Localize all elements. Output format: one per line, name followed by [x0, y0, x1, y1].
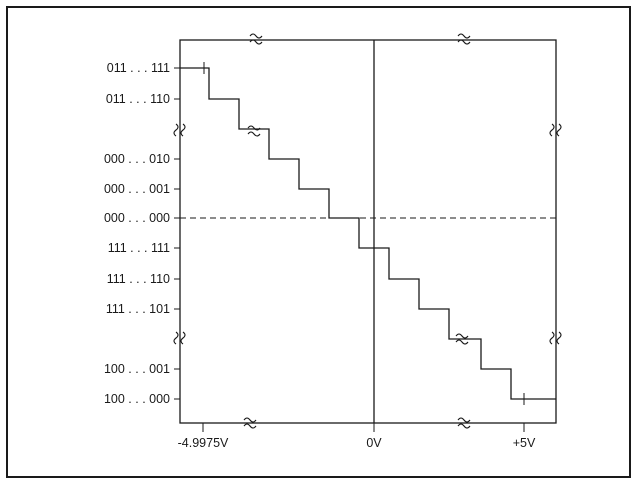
code-label: 000 . . . 010	[104, 152, 170, 166]
code-label: 100 . . . 000	[104, 392, 170, 406]
plot-box	[179, 39, 557, 424]
code-label: 011 . . . 110	[106, 92, 170, 106]
code-label: 000 . . . 000	[104, 211, 170, 225]
code-label: 100 . . . 001	[104, 362, 170, 376]
break-left-lower-icon	[173, 331, 186, 345]
break-top-left-icon	[249, 33, 263, 45]
break-bottom-left-icon	[243, 417, 257, 429]
code-label: 111 . . . 101	[106, 302, 170, 316]
code-label: 000 . . . 001	[104, 182, 170, 196]
y-axis-ticks	[174, 67, 180, 400]
code-label: 111 . . . 110	[107, 272, 170, 286]
break-left-upper-icon	[173, 123, 186, 137]
break-step-right-icon	[455, 333, 469, 345]
code-label: 111 . . . 111	[108, 241, 170, 255]
break-bottom-right-icon	[457, 417, 471, 429]
y-axis-code-labels: 011 . . . 111 011 . . . 110 000 . . . 01…	[104, 61, 170, 406]
break-right-upper-icon	[549, 123, 562, 137]
x-axis-voltage-labels: -4.9975V 0V +5V	[178, 436, 536, 450]
code-label: 011 . . . 111	[107, 61, 170, 75]
break-step-left-icon	[247, 125, 261, 137]
staircase-transfer-function	[180, 67, 556, 400]
voltage-label-positive: +5V	[513, 436, 536, 450]
axis-break-symbols	[173, 33, 562, 429]
break-top-right-icon	[457, 33, 471, 45]
voltage-label-negative: -4.9975V	[178, 436, 229, 450]
x-axis-ticks	[202, 423, 525, 432]
voltage-label-zero: 0V	[366, 436, 382, 450]
outer-frame	[6, 6, 631, 478]
break-right-lower-icon	[549, 331, 562, 345]
